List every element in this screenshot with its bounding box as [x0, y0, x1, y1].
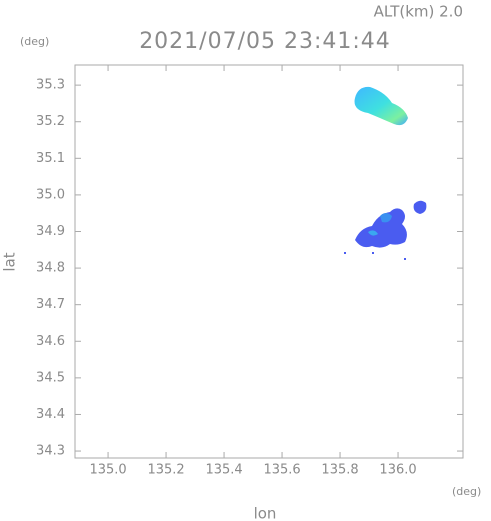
plot-frame [74, 64, 464, 459]
y-tick-label: 34.5 [36, 370, 65, 385]
x-tick-label: 135.4 [205, 463, 242, 478]
y-tick-label: 34.9 [36, 224, 65, 239]
y-axis-label: lat [1, 252, 19, 271]
y-tick-label: 34.8 [36, 261, 65, 276]
y-tick-label: 35.3 [36, 78, 65, 93]
y-tick-label: 34.7 [36, 297, 65, 312]
chart-title: 2021/07/05 23:41:44 [139, 29, 391, 54]
y-tick-label: 35.2 [36, 114, 65, 129]
echo-north [354, 86, 408, 126]
x-tick-label: 135.8 [321, 463, 358, 478]
x-tick-label: 136.0 [379, 463, 416, 478]
subtitle: ALT(km) 2.0 [374, 3, 463, 21]
x-axis-label: lon [254, 505, 277, 521]
y-tick-label: 34.6 [36, 334, 65, 349]
y-tick-label: 35.0 [36, 187, 65, 202]
x-tick-label: 135.0 [89, 463, 126, 478]
y-tick-label: 34.3 [36, 444, 65, 459]
x-tick-label: 135.6 [263, 463, 300, 478]
y-tick-label: 35.1 [36, 151, 65, 166]
y-tick-label: 34.4 [36, 407, 65, 422]
x-tick-label: 135.2 [147, 463, 184, 478]
echo-south [344, 200, 427, 260]
x-unit: (deg) [452, 485, 481, 498]
y-unit: (deg) [20, 35, 49, 48]
